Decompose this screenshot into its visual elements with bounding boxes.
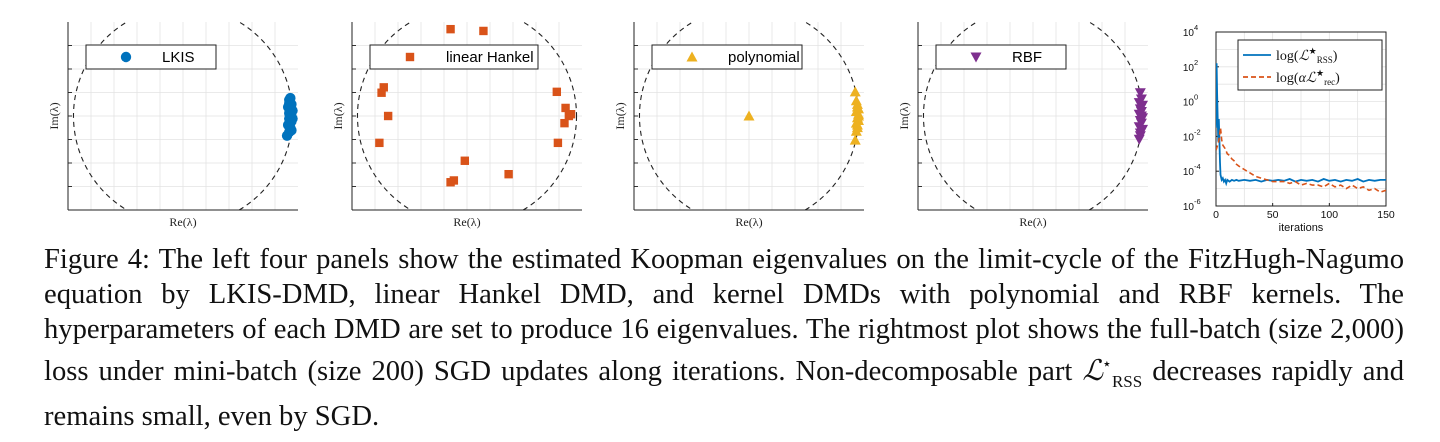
data-point-15 — [850, 125, 862, 136]
x-axis-label: Re(λ) — [453, 215, 480, 229]
data-point-5 — [460, 156, 470, 165]
data-point-2 — [383, 111, 393, 121]
data-point-0 — [743, 110, 755, 121]
caption-text-end: decreases rapidly and remains small, eve… — [44, 356, 1405, 432]
data-point-14 — [850, 95, 862, 106]
y-tick-exponent: -4 — [1194, 162, 1201, 171]
caption-label: Figure 4: — [44, 244, 150, 275]
data-point-legend — [405, 52, 415, 62]
data-point-4 — [504, 169, 513, 179]
y-axis-label: Im(λ) — [331, 102, 345, 129]
data-point-1 — [849, 86, 861, 97]
x-tick-label: 0 — [1213, 209, 1219, 221]
legend-box — [935, 44, 1067, 70]
data-point-11 — [851, 101, 863, 112]
x-tick-label: 150 — [1377, 209, 1395, 221]
data-point-15 — [286, 125, 297, 136]
y-tick-exponent: -6 — [1194, 197, 1201, 206]
data-point-legend — [120, 51, 132, 63]
legend-box — [85, 44, 217, 70]
y-tick-label: 10 — [1183, 28, 1195, 39]
data-point-14 — [1135, 111, 1147, 122]
caption-math: ℒ⋆RSS — [1082, 356, 1142, 391]
y-tick-exponent: 2 — [1194, 58, 1198, 67]
data-point-3 — [375, 138, 384, 148]
caption-text: The left four panels show the estimated … — [44, 244, 1404, 387]
legend-label: log(αℒ★rec) — [1276, 68, 1340, 87]
legend-label: linear Hankel — [446, 49, 534, 66]
data-point-0 — [446, 24, 455, 34]
data-series — [743, 86, 865, 145]
legend-box — [369, 44, 539, 70]
legend-label: LKIS — [162, 49, 195, 66]
data-point-1 — [377, 88, 386, 97]
data-point-10 — [560, 118, 569, 128]
legend: RBF — [935, 44, 1067, 70]
eigenvalue-panel-2: linear Hankel Re(λ) Im(λ) — [331, 22, 582, 229]
y-tick-exponent: 0 — [1194, 93, 1198, 102]
data-point-11 — [553, 138, 563, 148]
rec-loss-line — [1216, 127, 1386, 193]
data-point-10 — [849, 134, 861, 145]
y-tick-exponent: -2 — [1194, 127, 1201, 136]
x-tick-label: 50 — [1267, 209, 1279, 221]
data-series — [1133, 88, 1149, 145]
legend-label: RBF — [1012, 49, 1042, 66]
y-axis-label: Im(λ) — [47, 102, 61, 129]
data-point-15 — [446, 178, 455, 187]
caption-math-sub: RSS — [1111, 372, 1143, 391]
legend-box — [1237, 39, 1383, 91]
data-point-legend — [970, 52, 982, 63]
data-point-14 — [479, 26, 488, 36]
y-axis-label: Im(λ) — [613, 102, 627, 129]
caption-math-base: ℒ — [1082, 356, 1103, 387]
x-axis-label: Re(λ) — [169, 215, 196, 229]
data-series — [281, 92, 298, 141]
caption-math-sup: ⋆ — [1101, 356, 1112, 373]
unit-circle — [356, 22, 578, 210]
data-point-14 — [284, 98, 295, 109]
y-tick-label: 10 — [1183, 63, 1195, 74]
legend: linear Hankel — [369, 44, 539, 70]
data-point-7 — [552, 87, 562, 97]
legend-box — [651, 44, 803, 70]
x-tick-label: 100 — [1321, 209, 1339, 221]
data-point-12 — [851, 119, 863, 130]
data-point-13 — [379, 83, 388, 92]
data-series — [375, 24, 576, 187]
legend-label: polynomial — [728, 49, 800, 66]
eigenvalue-panel-1: LKIS Re(λ) Im(λ) — [47, 22, 298, 229]
data-point-0 — [1134, 88, 1146, 99]
x-axis-label: Re(λ) — [735, 215, 762, 229]
x-axis-label: iterations — [1279, 222, 1324, 234]
data-point-legend — [686, 51, 698, 62]
legend: log(ℒ★RSS)log(αℒ★rec) — [1237, 39, 1383, 91]
eigenvalue-panel-3: polynomial Re(λ) Im(λ) — [613, 22, 865, 229]
loss-panel: 0 50 100 15010410210010-210-410-6iterations… — [1183, 23, 1395, 234]
y-tick-exponent: 4 — [1194, 23, 1198, 32]
legend: LKIS — [85, 44, 217, 70]
y-tick-label: 10 — [1183, 132, 1195, 143]
legend: polynomial — [651, 44, 803, 70]
data-point-8 — [561, 103, 570, 113]
x-axis-label: Re(λ) — [1019, 215, 1046, 229]
data-point-15 — [1134, 131, 1146, 142]
y-tick-label: 10 — [1183, 167, 1195, 178]
data-point-13 — [853, 110, 865, 121]
y-tick-label: 10 — [1183, 98, 1195, 109]
figure-caption: Figure 4: The left four panels show the … — [44, 242, 1404, 434]
y-tick-label: 10 — [1183, 202, 1195, 213]
eigenvalue-panel-4: RBF Re(λ) Im(λ) — [897, 22, 1149, 229]
y-axis-label: Im(λ) — [897, 102, 911, 129]
data-point-12 — [566, 110, 576, 119]
rss-loss-line — [1216, 63, 1386, 187]
